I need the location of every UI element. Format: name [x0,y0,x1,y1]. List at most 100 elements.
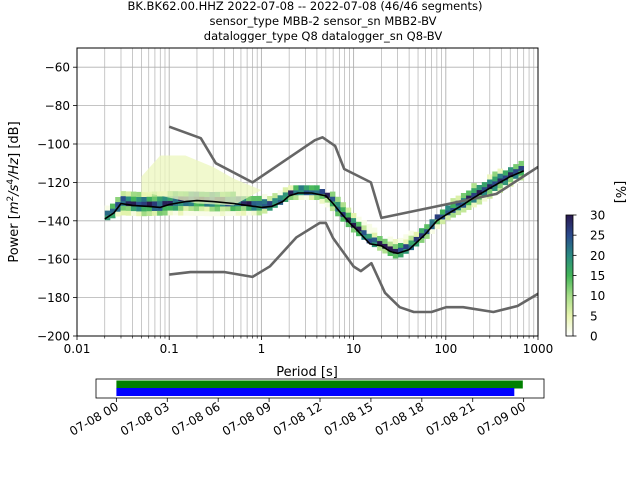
pdf-cell [476,199,483,205]
pdf-cell [508,176,514,182]
pdf-cell [162,200,168,206]
pdf-cell [130,196,137,202]
y-tick-label: −140 [37,214,70,228]
y-tick-label: −120 [37,176,70,190]
pdf-cell [146,210,153,216]
pdf-cell [298,185,304,191]
pdf-cell [120,195,126,201]
pdf-cell [445,205,451,211]
pdf-cell [225,210,231,216]
pdf-cell [382,243,388,249]
pdf-cell [487,184,493,190]
pdf-cell [167,195,174,201]
pdf-cell [387,246,394,252]
pdf-cell [240,201,247,207]
pdf-cell [513,168,519,174]
coverage-tick-label: 07-09 00 [474,399,528,438]
pdf-cell [471,183,477,189]
colorbar-tick-label: 30 [590,209,605,223]
pdf-cell [303,185,310,191]
pdf-cell [110,203,116,209]
pdf-cell [460,193,467,199]
pdf-cell [151,205,158,211]
coverage-bar [116,380,523,389]
pdf-cell [366,223,373,229]
pdf-cell [471,187,477,193]
coverage-tick-label: 07-08 06 [169,399,223,438]
pdf-cell [434,224,441,230]
pdf-cell [214,211,221,217]
pdf-cell [361,225,367,231]
pdf-cell [199,206,205,212]
pdf-cell [413,231,420,237]
pdf-cell [513,164,519,170]
y-tick-label: −80 [45,99,70,113]
pdf-cell [251,196,257,202]
pdf-cell [340,207,346,213]
pdf-cell [445,215,451,221]
pdf-cell [377,240,383,246]
pdf-cell [188,205,194,211]
pdf-cell [104,210,111,216]
pdf-cell [466,190,472,196]
pdf-cell [167,210,174,216]
pdf-cell [329,206,336,212]
chart-title-line-2: sensor_type MBB-2 sensor_sn MBB2-BV [210,14,437,28]
colorbar-tick-label: 15 [590,269,605,283]
pdf-cell [350,222,357,228]
pdf-cell [141,206,147,212]
pdf-cell [261,198,268,204]
pdf-cell [398,242,404,248]
pdf-cell [518,160,524,166]
pdf-cell [130,201,137,207]
pdf-cell [246,205,252,211]
chart-title-line-1: BK.BK62.00.HHZ 2022-07-08 -- 2022-07-08 … [127,0,482,13]
pdf-cell [361,220,367,226]
pdf-cell [450,202,456,208]
pdf-cell [115,206,121,212]
pdf-cell [157,205,163,211]
pdf-cell [157,201,163,207]
noise-model-high [168,125,538,220]
pdf-cell [251,200,257,206]
pdf-cell [183,205,189,211]
x-tick-label: 10 [346,342,361,356]
pdf-cell [230,206,236,212]
pdf-cell [340,216,346,222]
pdf-cell [115,201,121,207]
pdf-cell [429,228,435,234]
pdf-cell [487,188,493,194]
pdf-cell [413,236,420,242]
pdf-cell [120,191,126,197]
pdf-cell [502,180,509,186]
y-tick-label: −160 [37,253,70,267]
pdf-cell [497,178,503,184]
pdf-cell [340,202,346,208]
pdf-cell [471,197,477,203]
pdf-cell [439,219,446,225]
coverage-tick-label: 07-08 00 [67,399,121,438]
pdf-cell [314,190,320,196]
noise-model-lines [168,125,538,314]
pdf-cell [324,192,331,198]
pdf-cell [130,210,137,216]
pdf-cell [445,210,451,216]
pdf-cell [209,211,215,217]
pdf-cell [319,198,325,204]
pdf-cell [497,183,503,189]
pdf-cell [314,194,320,200]
pdf-cell [455,195,462,201]
pdf-cell [466,204,472,210]
pdf-cell [220,211,226,217]
pdf-cell [492,176,498,182]
pdf-cell [403,234,409,240]
pdf-cell [209,206,215,212]
pdf-cell [288,190,294,196]
pdf-cell [199,210,205,216]
pdf-cell [251,205,257,211]
colorbar-tick-label: 20 [590,249,605,263]
pdf-cell [350,213,357,219]
pdf-cell [460,207,467,213]
